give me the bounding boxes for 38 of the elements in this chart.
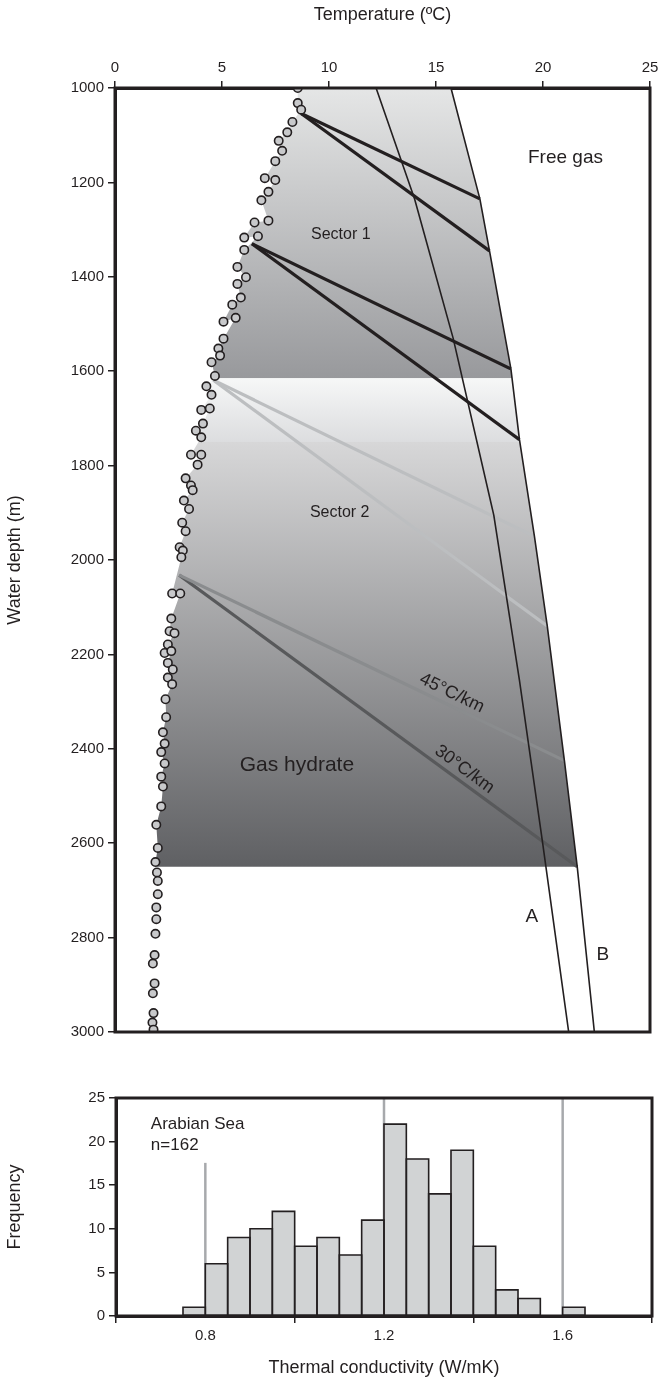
x-tick-label: 1.2 [373, 1326, 395, 1344]
y-axis-title: Frequency [3, 1164, 24, 1250]
x-axis-title: Temperature (ºC) [313, 3, 452, 24]
y-axis-title: Water depth (m) [3, 495, 24, 625]
annotation: B [596, 942, 610, 964]
y-tick-label: 25 [88, 1088, 105, 1106]
annotation: Sector 1 [310, 224, 371, 242]
annotation: n=162 [150, 1134, 199, 1154]
y-tick-label: 3000 [70, 1022, 104, 1040]
y-tick-label: 2200 [70, 644, 104, 662]
annotation: A [525, 905, 539, 927]
y-tick-label: 1400 [70, 266, 104, 284]
x-tick-label: 0.8 [194, 1326, 216, 1344]
annotation: Arabian Sea [150, 1113, 245, 1133]
y-tick-label: 1000 [70, 78, 104, 96]
y-tick-label: 1200 [70, 172, 104, 190]
y-tick-label: 0 [96, 1306, 105, 1324]
annotation: Gas hydrate [239, 751, 355, 775]
y-tick-label: 2800 [70, 927, 104, 945]
y-tick-label: 2600 [70, 833, 104, 851]
y-tick-label: 5 [96, 1262, 105, 1280]
x-tick-label: 20 [534, 58, 552, 76]
y-tick-label: 1800 [70, 455, 104, 473]
x-tick-label: 15 [427, 58, 445, 76]
y-tick-label: 15 [88, 1175, 105, 1193]
annotation: Sector 2 [309, 503, 370, 521]
x-axis-title: Thermal conductivity (W/mK) [268, 1357, 500, 1378]
x-tick-label: 0 [110, 58, 120, 76]
y-tick-label: 10 [88, 1218, 105, 1236]
y-tick-label: 1600 [70, 361, 104, 379]
y-tick-label: 20 [88, 1131, 105, 1149]
x-tick-label: 1.6 [552, 1326, 574, 1344]
x-tick-label: 5 [217, 58, 227, 76]
y-tick-label: 2000 [70, 550, 104, 568]
x-tick-label: 25 [641, 58, 659, 76]
y-tick-label: 2400 [70, 738, 104, 756]
annotation: Free gas [527, 146, 603, 168]
x-tick-label: 10 [320, 58, 338, 76]
